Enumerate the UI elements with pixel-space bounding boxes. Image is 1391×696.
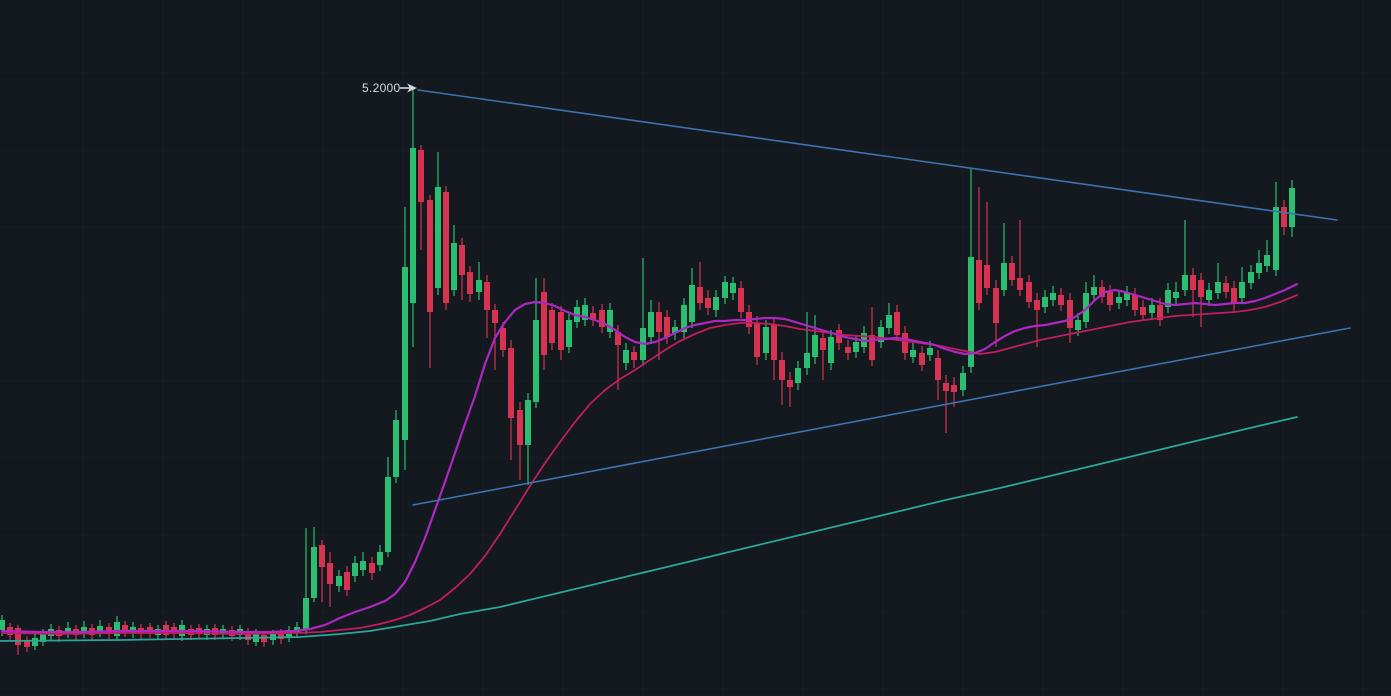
ma-slow-pink-line[interactable] (1, 294, 1298, 635)
arrow-right-icon[interactable] (400, 83, 417, 93)
candlesticks[interactable] (0, 88, 1295, 655)
price-annotation-label[interactable]: 5.2000 (362, 81, 401, 95)
trendlines[interactable] (412, 89, 1351, 506)
ma-fast-purple-line[interactable] (0, 282, 1299, 634)
ma-long-teal-line[interactable] (0, 416, 1298, 642)
